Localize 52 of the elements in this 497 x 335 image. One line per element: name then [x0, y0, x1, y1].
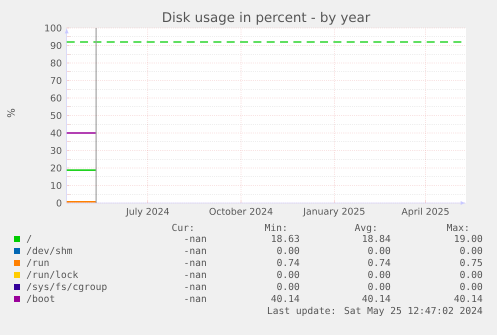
- text: 0.00: [460, 270, 482, 278]
- text: 0.74: [368, 258, 390, 266]
- legend-label: /run/lock: [26, 270, 78, 279]
- text: Last update: Sat May 25 12:47:02 2024: [268, 306, 482, 316]
- x-tick-label: October 2024: [210, 208, 273, 215]
- text: 40.14: [454, 294, 482, 302]
- text: 0.00: [460, 246, 482, 254]
- legend-label: /: [26, 234, 32, 243]
- y-tick-label: 20: [50, 164, 62, 172]
- text: -nan: [185, 296, 206, 302]
- text: 0.75: [460, 258, 482, 266]
- y-tick-label: 80: [50, 59, 62, 67]
- text: 40.14: [271, 294, 300, 302]
- chart-title: Disk usage in percent - by year: [163, 12, 370, 25]
- text: 0.00: [368, 282, 390, 290]
- legend-label: /run: [26, 258, 49, 267]
- text: 0.00: [277, 282, 300, 290]
- text: 0.00: [368, 270, 390, 278]
- y-tick-label: 40: [50, 129, 62, 137]
- text: 19.00: [454, 234, 482, 242]
- legend-label: /sys/fs/cgroup: [26, 282, 107, 292]
- y-tick-label: 10: [51, 182, 62, 190]
- y-axis-title: %: [7, 108, 15, 118]
- text: 18.84: [362, 234, 390, 242]
- text: 40.14: [362, 294, 390, 302]
- y-tick-label: 70: [50, 76, 62, 84]
- text: -nan: [185, 284, 206, 290]
- text: -nan: [185, 248, 206, 254]
- text: 0.74: [277, 258, 300, 266]
- text: 0.00: [277, 270, 300, 278]
- x-tick-label: January 2025: [302, 208, 364, 217]
- text: Max:: [447, 224, 468, 232]
- text: 18.63: [272, 234, 300, 242]
- text: -nan: [185, 236, 206, 242]
- text: Avg:: [354, 224, 376, 234]
- legend-label: /dev/shm: [26, 246, 72, 255]
- text: 0.00: [460, 282, 482, 290]
- y-tick-label: 90: [50, 42, 62, 50]
- x-tick-label: July 2024: [126, 208, 170, 217]
- text: -nan: [185, 260, 206, 266]
- text: -nan: [185, 272, 206, 278]
- text: Min:: [265, 224, 286, 231]
- legend-label: /boot: [26, 294, 54, 303]
- y-tick-label: 100: [45, 24, 62, 32]
- y-tick-label: 0: [56, 199, 62, 207]
- y-tick-label: 60: [50, 94, 62, 102]
- text: 0.00: [368, 246, 390, 254]
- y-tick-label: 50: [50, 112, 62, 120]
- text: Cur:: [172, 224, 192, 232]
- y-tick-label: 30: [50, 146, 62, 154]
- x-tick-label: April 2025: [402, 208, 449, 217]
- text: 0.00: [277, 246, 300, 254]
